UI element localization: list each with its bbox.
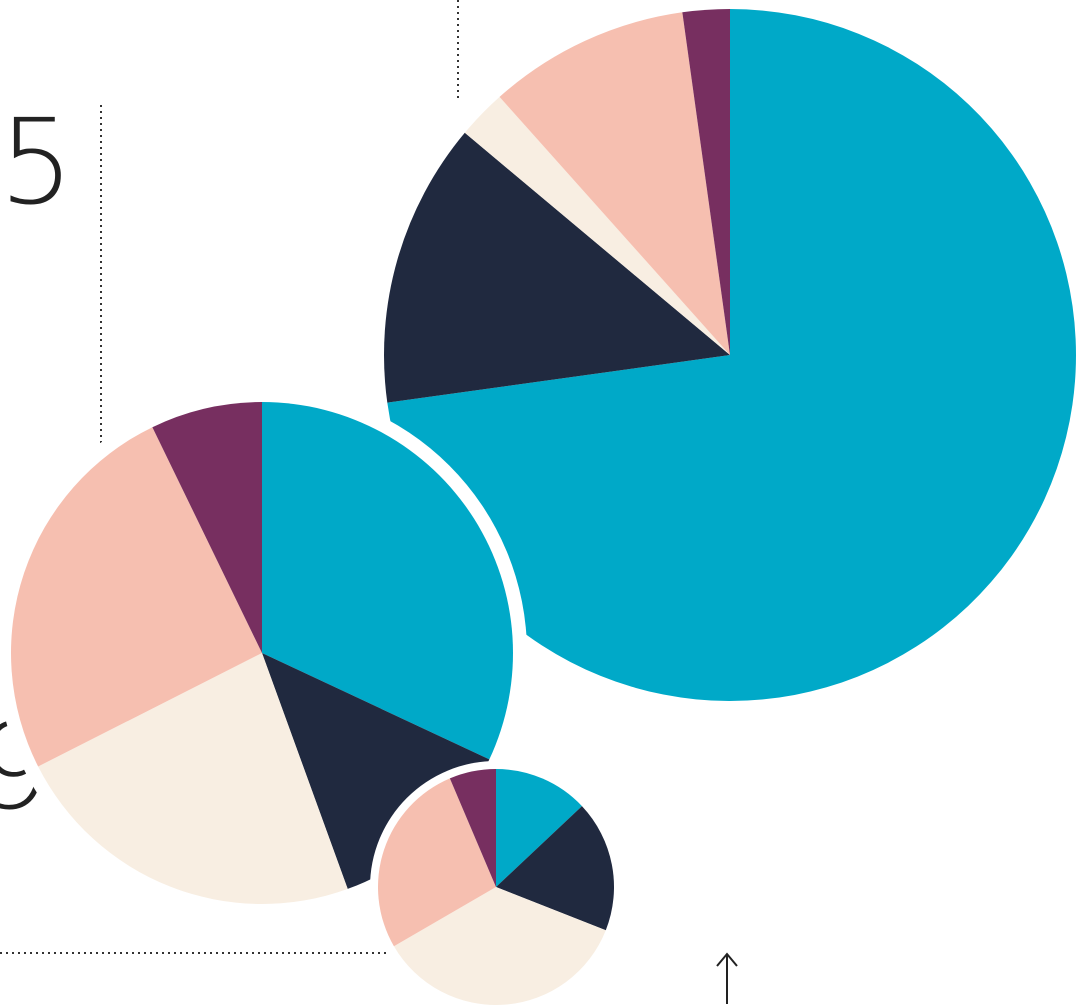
pie-slice xyxy=(262,402,513,760)
pie-slice xyxy=(393,887,606,1005)
annotation: 75 xyxy=(0,93,74,231)
pie-slice xyxy=(10,427,262,767)
pie-slice xyxy=(387,9,1076,701)
pie-slice xyxy=(499,12,730,355)
arrow xyxy=(716,952,738,1004)
pie-slice xyxy=(464,96,730,356)
pie-slice xyxy=(38,653,348,904)
pie xyxy=(370,761,622,1006)
pie-slice xyxy=(378,778,496,947)
pie-slice xyxy=(384,132,730,403)
pie-slice xyxy=(152,402,262,653)
pies xyxy=(0,9,1076,1006)
pie-slice xyxy=(496,769,582,887)
pie-slice xyxy=(496,806,614,931)
pie-slice xyxy=(449,769,496,887)
pie-slice xyxy=(682,9,730,355)
pie xyxy=(384,9,1076,701)
pie xyxy=(0,388,527,918)
